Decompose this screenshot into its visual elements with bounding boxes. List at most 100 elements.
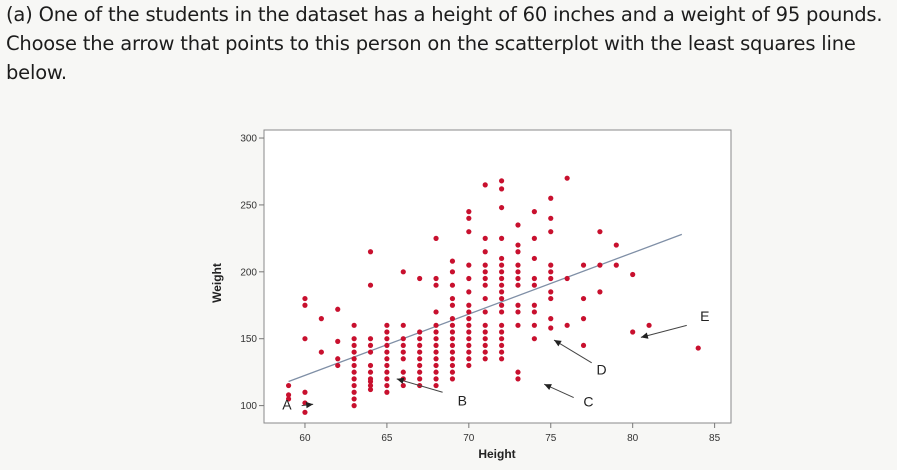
y-tick-label: 150 [240,334,257,345]
x-tick-label: 60 [299,433,311,444]
data-point [695,345,701,351]
arrow-shaft [553,339,592,364]
data-point [384,382,390,389]
data-point [515,249,521,255]
data-point [433,342,439,349]
arrow-shaft [396,378,443,393]
data-point [449,376,456,382]
data-point [498,255,505,262]
data-point [515,262,521,268]
data-point [531,282,537,288]
arrow-label-e: E [700,308,709,324]
data-point [515,322,521,328]
data-point [515,275,521,282]
data-point [302,409,308,415]
data-point [613,242,619,248]
data-point [335,306,341,312]
data-point [498,289,505,295]
data-point [449,369,456,375]
data-point [564,275,570,282]
data-point [482,329,488,335]
data-point [498,322,505,328]
data-point [367,382,374,389]
data-point [498,309,505,315]
data-point [498,235,505,241]
data-point [351,342,357,349]
y-axis-label: Weight [210,263,224,303]
data-point [482,349,488,355]
data-point [630,271,636,278]
data-point [466,289,472,295]
data-point [318,349,324,355]
data-point [482,235,488,241]
data-point [466,309,472,315]
data-point [548,289,554,295]
data-point [417,362,423,369]
data-point [531,209,537,215]
data-point [335,362,341,369]
arrow-label-a: A [282,396,292,412]
data-point [433,336,439,342]
data-point [433,322,439,328]
data-point [384,329,390,335]
data-point [597,289,603,295]
arrow-label-c: C [583,394,593,410]
data-point [482,275,488,282]
y-tick-label: 250 [240,200,257,211]
data-point [449,282,456,288]
data-point [515,376,521,382]
data-point [646,322,652,328]
data-point [482,249,488,255]
data-point [449,316,456,322]
data-point [335,356,341,362]
x-tick-label: 65 [381,433,393,444]
x-tick-label: 75 [545,433,557,444]
data-point [367,336,374,342]
data-point [400,382,406,389]
arrow-head [305,401,314,409]
data-point [449,336,456,342]
data-point [580,262,587,268]
data-point [515,309,521,315]
data-point [515,369,521,375]
arrow-head [640,332,649,339]
data-point [466,336,472,342]
data-point [351,349,357,355]
data-point [400,342,406,349]
arrow-a: A [282,396,314,412]
data-point [515,242,521,248]
data-point [384,356,390,362]
data-point [466,356,472,362]
data-point [367,386,374,393]
data-point [580,295,587,302]
data-point [548,269,554,275]
question-line-3: below. [6,61,67,84]
data-point [351,389,357,395]
data-point [498,282,505,288]
data-point [630,329,636,335]
data-point [384,369,390,375]
data-point [367,369,374,375]
data-point [531,309,537,315]
data-point [384,362,390,369]
x-tick-label: 70 [463,433,475,444]
data-point [482,309,488,315]
data-point [548,275,554,282]
data-point [482,269,488,275]
arrow-head [396,377,405,384]
data-point [367,342,374,349]
data-point [466,316,472,322]
data-point [351,356,357,362]
data-point [433,282,439,288]
x-tick-label: 85 [709,433,721,444]
data-point [367,378,374,385]
data-point [613,262,619,268]
data-point [433,235,439,241]
data-point [498,356,505,362]
data-point [531,322,537,328]
data-point [531,235,537,241]
arrow-shaft [640,324,687,338]
data-point [367,249,374,255]
